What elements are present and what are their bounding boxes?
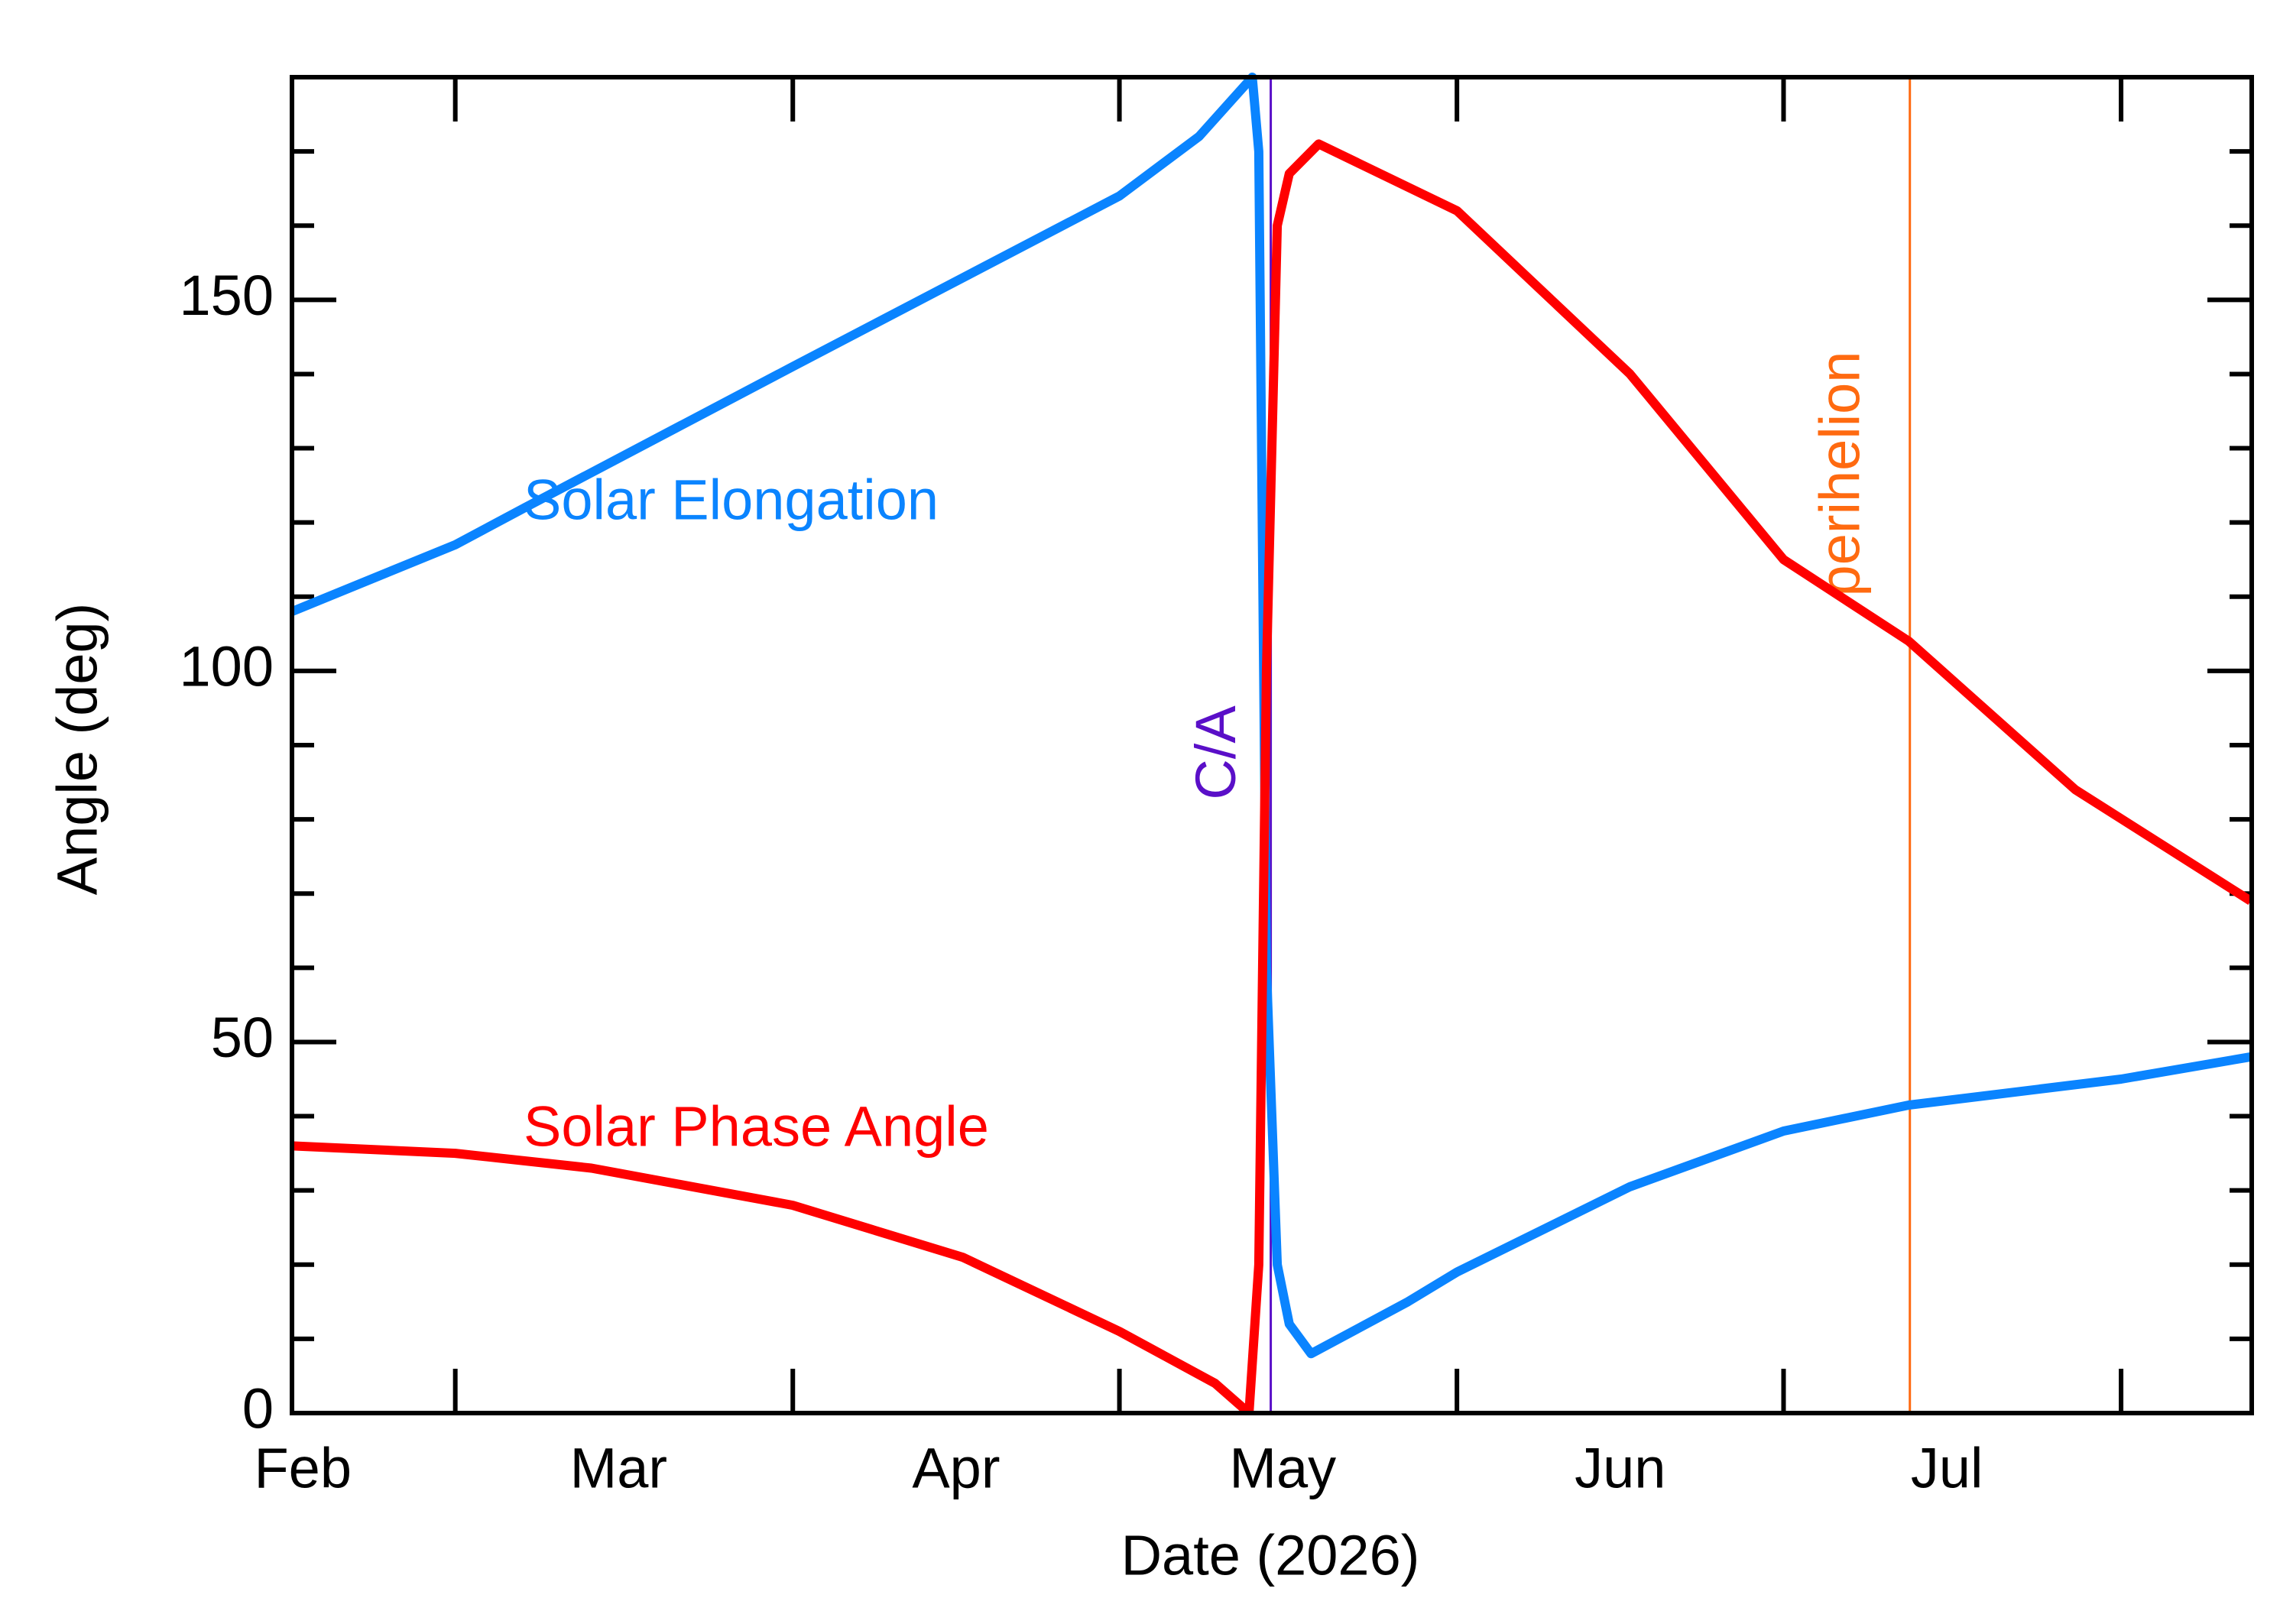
y-tick-label: 150 (180, 264, 274, 327)
x-axis-label: Date (2026) (1121, 1524, 1420, 1587)
y-axis-label: Angle (deg) (46, 603, 109, 896)
series-line (292, 73, 2252, 1359)
x-tick-label: Jun (1575, 1437, 1665, 1500)
y-tick-label: 50 (211, 1006, 274, 1069)
plot-frame (290, 75, 2254, 1415)
x-tick-label: Jul (1911, 1437, 1983, 1500)
x-tick-label: Apr (912, 1437, 1000, 1500)
series-line (292, 139, 2252, 1413)
series-label: Solar Elongation (524, 468, 939, 532)
y-tick-label: 100 (180, 634, 274, 698)
series-label: Solar Phase Angle (524, 1095, 989, 1159)
x-tick-label: May (1229, 1437, 1336, 1500)
vertical-line-label: C/A (1184, 705, 1247, 800)
y-tick-label: 0 (242, 1377, 274, 1441)
vertical-line-label: perihelion (1808, 352, 1871, 597)
x-tick-label: Feb (254, 1437, 352, 1500)
x-tick-label: Mar (570, 1437, 667, 1500)
